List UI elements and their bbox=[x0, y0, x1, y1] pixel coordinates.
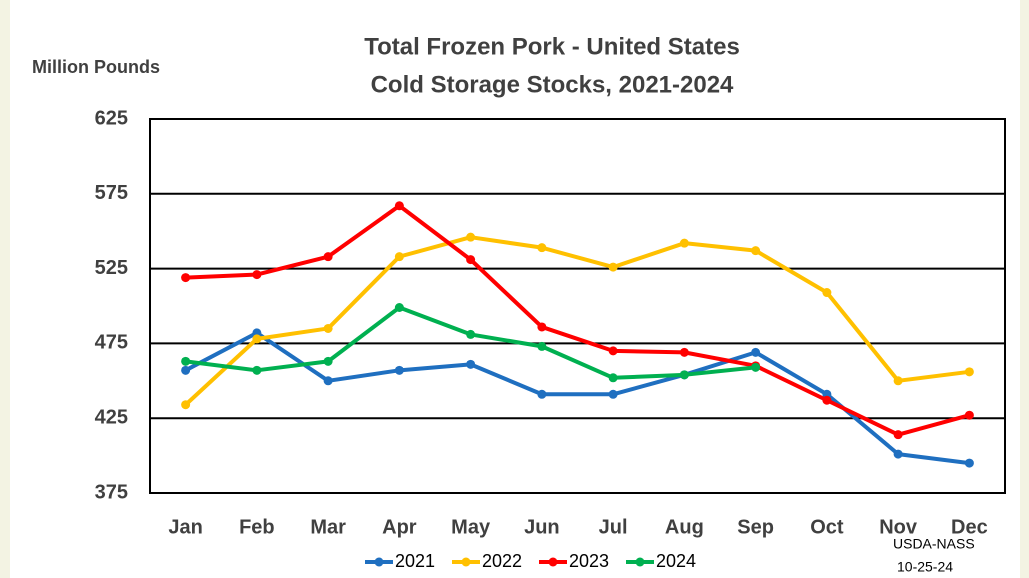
data-point bbox=[751, 347, 761, 357]
series-line bbox=[184, 235, 970, 407]
data-point bbox=[323, 356, 333, 366]
y-tick-label: 575 bbox=[95, 182, 128, 204]
data-point bbox=[181, 356, 191, 366]
data-point bbox=[323, 252, 333, 262]
x-tick-label: Feb bbox=[239, 516, 275, 538]
chart-title: Total Frozen Pork - United States bbox=[364, 33, 740, 60]
data-point bbox=[466, 255, 476, 265]
data-point bbox=[964, 367, 974, 377]
y-tick-label: 525 bbox=[95, 257, 128, 279]
source-note: USDA-NASS bbox=[893, 536, 975, 552]
data-point bbox=[537, 341, 547, 351]
x-tick-label: Apr bbox=[382, 516, 417, 538]
y-tick-label: 475 bbox=[95, 332, 128, 354]
series-line bbox=[185, 203, 970, 437]
y-tick-label: 375 bbox=[95, 481, 128, 503]
chart-background bbox=[10, 0, 1020, 578]
x-tick-label: May bbox=[451, 516, 491, 538]
legend-label: 2021 bbox=[395, 551, 435, 571]
data-point bbox=[964, 458, 974, 468]
data-point bbox=[466, 329, 476, 339]
data-point bbox=[893, 449, 903, 459]
data-point bbox=[252, 365, 262, 375]
data-point bbox=[608, 346, 618, 356]
data-point bbox=[964, 410, 974, 420]
plot-border bbox=[149, 118, 1006, 494]
x-tick-label: Jun bbox=[524, 516, 560, 538]
data-point bbox=[394, 302, 404, 312]
data-point bbox=[608, 373, 618, 383]
legend-label: 2024 bbox=[656, 551, 696, 571]
x-tick-label: Mar bbox=[310, 516, 346, 538]
data-point bbox=[466, 232, 476, 242]
data-point bbox=[537, 389, 547, 399]
data-point bbox=[822, 288, 832, 298]
data-point bbox=[679, 238, 689, 248]
data-point bbox=[893, 376, 903, 386]
date-note: 10-25-24 bbox=[897, 559, 953, 575]
data-point bbox=[679, 370, 689, 380]
y-tick-label: 425 bbox=[95, 406, 128, 428]
x-tick-label: Dec bbox=[951, 516, 988, 538]
x-tick-label: Nov bbox=[879, 516, 918, 538]
data-point bbox=[394, 252, 404, 262]
x-tick-label: Oct bbox=[810, 516, 844, 538]
data-point bbox=[466, 359, 476, 369]
data-point bbox=[537, 322, 547, 332]
data-point bbox=[751, 246, 761, 256]
x-tick-label: Jul bbox=[599, 516, 628, 538]
legend-marker bbox=[635, 557, 645, 567]
legend-label: 2022 bbox=[482, 551, 522, 571]
data-point bbox=[679, 347, 689, 357]
data-point bbox=[323, 376, 333, 386]
data-point bbox=[323, 323, 333, 333]
legend-marker bbox=[374, 557, 384, 567]
data-point bbox=[394, 201, 404, 211]
x-tick-label: Sep bbox=[737, 516, 774, 538]
x-tick-label: Aug bbox=[665, 516, 704, 538]
data-point bbox=[252, 270, 262, 280]
y-axis-label: Million Pounds bbox=[32, 57, 160, 77]
data-point bbox=[608, 389, 618, 399]
legend-label: 2023 bbox=[569, 551, 609, 571]
data-point bbox=[608, 262, 618, 272]
data-point bbox=[181, 273, 191, 283]
chart-subtitle: Cold Storage Stocks, 2021-2024 bbox=[371, 71, 734, 98]
x-tick-label: Jan bbox=[168, 516, 202, 538]
data-point bbox=[181, 400, 191, 410]
data-point bbox=[537, 243, 547, 253]
data-point bbox=[252, 334, 262, 344]
data-point bbox=[751, 362, 761, 372]
data-point bbox=[893, 430, 903, 440]
y-tick-label: 625 bbox=[95, 107, 128, 129]
data-point bbox=[394, 365, 404, 375]
data-point bbox=[822, 395, 832, 405]
legend-marker bbox=[548, 557, 558, 567]
data-point bbox=[181, 365, 191, 375]
legend-marker bbox=[461, 557, 471, 567]
